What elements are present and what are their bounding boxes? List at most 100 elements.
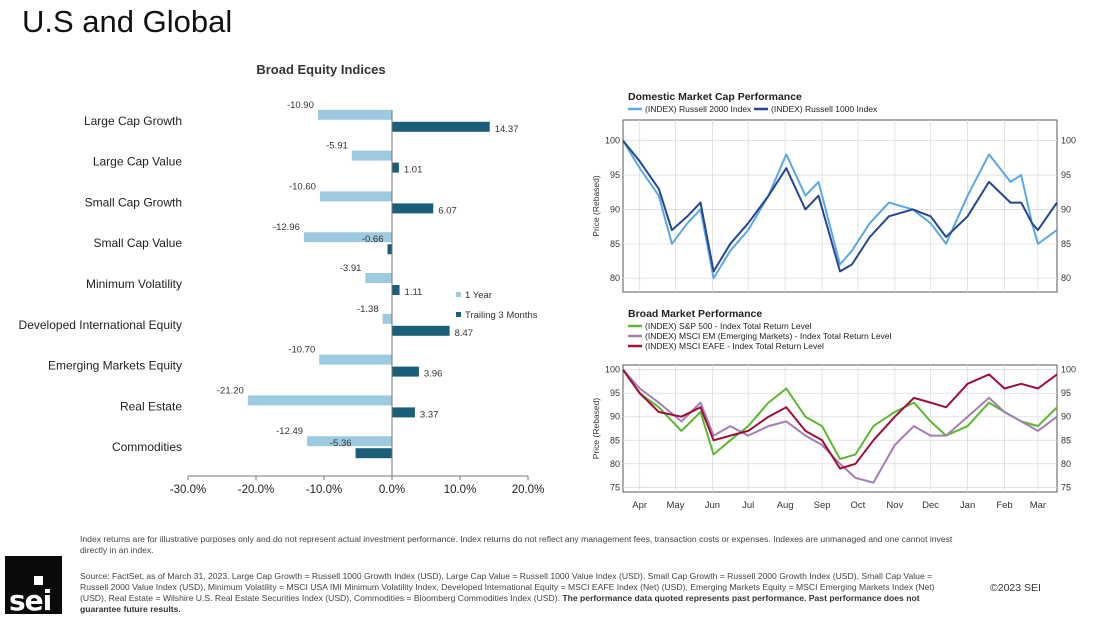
series-line: [622, 139, 1058, 273]
trailing-bar: [392, 203, 434, 214]
trailing-value-label: 3.96: [424, 369, 443, 380]
x-tick-label: Aug: [777, 500, 794, 511]
one-year-bar: [319, 354, 392, 365]
x-tick-label: Oct: [850, 500, 865, 511]
one-year-bar: [351, 150, 392, 161]
category-label: Emerging Markets Equity: [48, 359, 182, 373]
trailing-value-label: 1.11: [405, 287, 423, 298]
y-axis-label: Price (Rebased): [591, 175, 601, 237]
trailing-value-label: -5.36: [330, 438, 352, 449]
trailing-bar: [392, 121, 490, 132]
one-year-value-label: -12.49: [276, 426, 303, 437]
chart-title: Broad Equity Indices: [256, 62, 385, 77]
legend-label: (INDEX) Russell 2000 Index: [645, 104, 752, 114]
y-tick-label-right: 80: [1061, 273, 1071, 283]
one-year-value-label: -21.20: [217, 385, 244, 396]
y-tick-label: 75: [610, 482, 620, 492]
trailing-value-label: 6.07: [438, 205, 457, 216]
legend-swatch-trailing: [456, 312, 461, 317]
trailing-bar: [392, 285, 400, 295]
x-tick-label: Jun: [705, 500, 720, 511]
trailing-bar: [387, 244, 392, 255]
page-title: U.S and Global: [22, 4, 233, 39]
trailing-value-label: 8.47: [455, 328, 474, 339]
y-tick-label: 80: [610, 459, 620, 469]
source-text: Source: FactSet, as of March 31, 2023. L…: [80, 571, 960, 615]
one-year-bar: [303, 232, 392, 243]
one-year-value-label: -3.91: [340, 263, 362, 274]
series-line: [622, 140, 1058, 280]
y-tick-label: 80: [610, 273, 620, 283]
trailing-bar: [355, 448, 392, 459]
y-axis-label: Price (Rebased): [591, 398, 601, 460]
x-tick-label: 10.0%: [444, 484, 477, 496]
trailing-value-label: 14.37: [495, 124, 519, 135]
x-tick-label: Apr: [632, 500, 647, 511]
y-tick-label: 100: [605, 365, 620, 375]
one-year-bar: [307, 436, 392, 447]
sei-logo: sei: [5, 556, 62, 617]
one-year-value-label: -10.70: [288, 345, 315, 356]
past-performance-note: The performance data quoted represents p…: [80, 593, 920, 614]
x-tick-label: 0.0%: [379, 484, 405, 496]
trailing-bar: [392, 325, 450, 336]
one-year-bar: [247, 395, 392, 406]
y-tick-label: 100: [605, 136, 620, 146]
y-tick-label: 85: [610, 239, 620, 249]
trailing-value-label: -0.66: [362, 234, 384, 245]
one-year-bar: [319, 191, 392, 202]
one-year-value-label: -12.96: [273, 222, 300, 233]
legend-label-trailing: Trailing 3 Months: [465, 310, 538, 321]
source-body: Source: FactSet, as of March 31, 2023. L…: [80, 571, 935, 603]
y-tick-label: 85: [610, 435, 620, 445]
y-tick-label-right: 95: [1061, 170, 1071, 180]
line-chart-title: Domestic Market Cap Performance: [628, 91, 802, 103]
one-year-value-label: -10.90: [287, 100, 314, 111]
legend-label: (INDEX) MSCI EM (Emerging Markets) - Ind…: [645, 331, 892, 341]
x-tick-label: May: [666, 500, 684, 511]
series-line: [622, 369, 1058, 461]
legend-label: (INDEX) Russell 1000 Index: [771, 104, 878, 114]
trailing-bar: [392, 407, 415, 418]
y-tick-label: 90: [610, 412, 620, 422]
x-tick-label: Mar: [1030, 500, 1046, 511]
x-tick-label: Dec: [922, 500, 939, 511]
category-label: Commodities: [112, 440, 182, 454]
x-tick-label: -30.0%: [170, 484, 206, 496]
one-year-value-label: -1.38: [357, 304, 379, 315]
trailing-value-label: 3.37: [420, 409, 439, 420]
x-tick-label: Jul: [742, 500, 754, 511]
y-tick-label: 90: [610, 204, 620, 214]
category-label: Large Cap Value: [93, 155, 183, 169]
x-tick-label: 20.0%: [512, 484, 545, 496]
legend-swatch-one-year: [456, 292, 461, 297]
y-tick-label-right: 80: [1061, 459, 1071, 469]
category-label: Small Cap Value: [94, 236, 183, 250]
category-label: Developed International Equity: [19, 318, 182, 332]
x-tick-label: -10.0%: [306, 484, 342, 496]
one-year-value-label: -5.91: [326, 141, 348, 152]
category-label: Real Estate: [120, 399, 182, 413]
y-tick-label-right: 100: [1061, 136, 1076, 146]
one-year-bar: [382, 313, 392, 324]
y-tick-label-right: 95: [1061, 388, 1071, 398]
logo-wordmark: sei: [9, 584, 52, 617]
y-tick-label-right: 100: [1061, 365, 1076, 375]
x-tick-label: Nov: [886, 500, 903, 511]
trailing-bar: [392, 162, 399, 173]
legend-label: (INDEX) S&P 500 - Index Total Return Lev…: [645, 321, 812, 331]
disclaimer-text: Index returns are for illustrative purpo…: [80, 534, 953, 555]
trailing-value-label: 1.01: [404, 165, 423, 176]
x-tick-label: Sep: [814, 500, 831, 511]
y-tick-label-right: 75: [1061, 482, 1071, 492]
category-label: Small Cap Growth: [85, 195, 182, 209]
line-chart-title: Broad Market Performance: [628, 308, 762, 320]
x-tick-label: Feb: [996, 500, 1012, 511]
plot-frame: [622, 364, 1058, 493]
y-tick-label-right: 90: [1061, 412, 1071, 422]
category-label: Minimum Volatility: [86, 277, 182, 291]
one-year-bar: [317, 109, 392, 120]
series-line: [622, 369, 1058, 484]
y-tick-label-right: 90: [1061, 204, 1071, 214]
copyright: ©2023 SEI: [990, 582, 1041, 594]
